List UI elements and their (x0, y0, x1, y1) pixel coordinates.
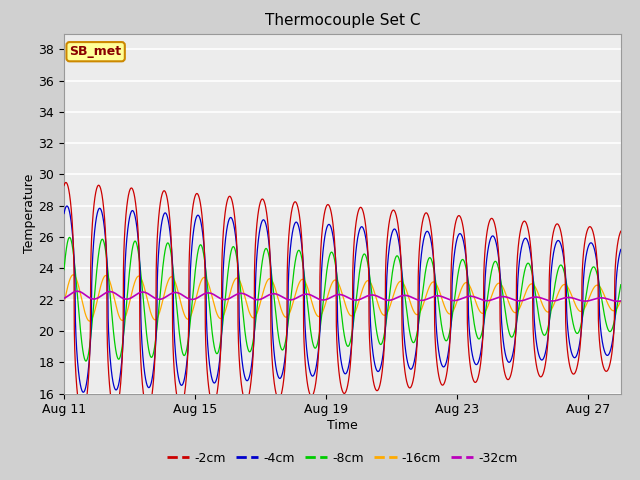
Title: Thermocouple Set C: Thermocouple Set C (265, 13, 420, 28)
Text: SB_met: SB_met (70, 45, 122, 58)
X-axis label: Time: Time (327, 419, 358, 432)
Y-axis label: Temperature: Temperature (22, 174, 36, 253)
Legend: -2cm, -4cm, -8cm, -16cm, -32cm: -2cm, -4cm, -8cm, -16cm, -32cm (162, 447, 523, 469)
